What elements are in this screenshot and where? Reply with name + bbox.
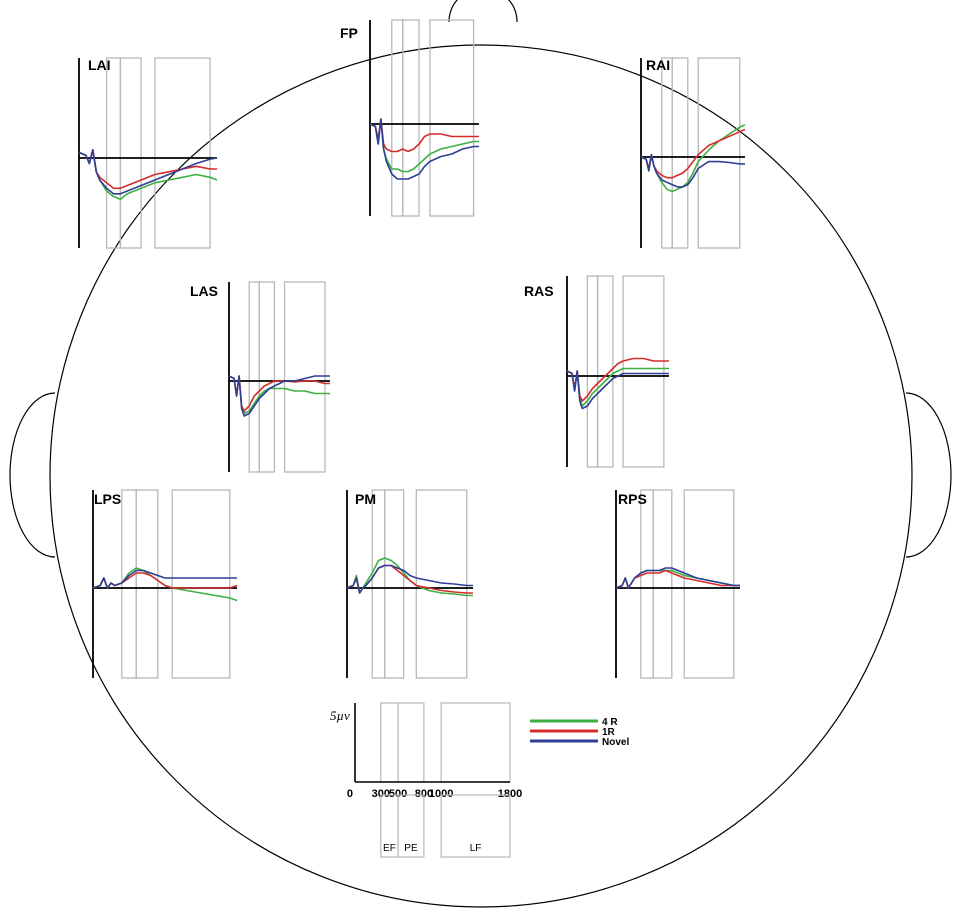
- panel-label-lai: LAI: [88, 57, 111, 73]
- x-tick-label-1800: 1800: [498, 788, 522, 800]
- window-lf-box-pm: [415, 489, 468, 679]
- series-4-r-line-lps: [92, 567, 238, 602]
- window-lf-box-lai: [154, 57, 211, 249]
- panel-label-pm: PM: [355, 491, 376, 507]
- series-1r-line-rai: [640, 128, 746, 179]
- x-tick-label-800: 800: [415, 788, 433, 800]
- series-novel-line-lps: [92, 569, 237, 589]
- window-ef-box-fp: [391, 19, 404, 217]
- nose-outline: [448, 0, 518, 23]
- legend-label-4-r: 4 R: [602, 717, 618, 728]
- window-pe-box-pm: [384, 489, 405, 679]
- panel-pm: PM: [346, 489, 473, 679]
- window-pe-box-rai: [671, 57, 689, 249]
- series-1r-line-ras: [566, 357, 669, 402]
- series-novel-line-fp: [369, 118, 479, 180]
- scale-window-pe-label: PE: [404, 843, 418, 854]
- series-novel-line-rps: [615, 567, 740, 589]
- window-ef-box-rps: [640, 489, 654, 679]
- scale-window-pe-name-box: [397, 794, 425, 858]
- window-lf-box-fp: [429, 19, 475, 217]
- window-ef-box-lps: [121, 489, 137, 679]
- panel-label-fp: FP: [340, 25, 358, 41]
- x-tick-label-0: 0: [347, 788, 353, 800]
- series-novel-line-pm: [346, 564, 473, 594]
- left-ear-outline: [9, 392, 56, 558]
- series-novel-line-lai: [78, 149, 218, 195]
- window-ef-box-lai: [105, 57, 122, 249]
- scale-time-windows: EF PE LF: [380, 702, 511, 858]
- panel-lps: LPS: [92, 489, 238, 679]
- panel-fp: FP: [340, 19, 479, 217]
- window-lf-box-ras: [622, 275, 665, 468]
- series-novel-line-las: [228, 375, 330, 417]
- window-ef-box-rai: [661, 57, 673, 249]
- panel-lai: LAI: [78, 57, 218, 249]
- window-pe-box-fp: [402, 19, 420, 217]
- series-novel-line-ras: [566, 370, 669, 410]
- series-4-r-line-rai: [640, 124, 746, 193]
- window-pe-box-lps: [135, 489, 159, 679]
- scalp-circle: [49, 44, 913, 908]
- window-pe-box-ras: [596, 275, 614, 468]
- panel-rai: RAI: [640, 57, 746, 249]
- x-tick-label-1000: 1000: [429, 788, 453, 800]
- scale-window-lf-box: [440, 702, 511, 783]
- window-lf-box-las: [283, 281, 326, 473]
- series-4-r-line-fp: [369, 118, 479, 173]
- legend-label-1r: 1R: [602, 727, 616, 738]
- head-outline: [9, 0, 952, 908]
- window-ef-box-ras: [586, 275, 599, 468]
- panel-ras: RAS: [524, 275, 669, 468]
- series-4-r-line-pm: [346, 557, 473, 597]
- electrode-panels: LAI FP RAI LAS RAS LPS PM RPS: [78, 19, 746, 679]
- window-lf-box-lps: [171, 489, 231, 679]
- right-ear-outline: [905, 392, 952, 558]
- scale-window-lf-label: LF: [470, 843, 482, 854]
- window-ef-box-pm: [371, 489, 386, 679]
- window-pe-box-lai: [119, 57, 142, 249]
- series-novel-line-rai: [640, 153, 745, 188]
- window-pe-box-las: [258, 281, 276, 473]
- panel-label-rai: RAI: [646, 57, 670, 73]
- window-pe-box-rps: [652, 489, 673, 679]
- panel-las: LAS: [190, 281, 330, 473]
- legend-label-novel: Novel: [602, 737, 629, 748]
- panel-label-rps: RPS: [618, 491, 647, 507]
- panel-label-lps: LPS: [94, 491, 121, 507]
- scale-window-ef-label: EF: [383, 843, 396, 854]
- window-lf-box-rai: [697, 57, 741, 249]
- scale-window-pe-box: [397, 702, 425, 783]
- x-tick-label-300: 300: [372, 788, 390, 800]
- window-ef-box-las: [248, 281, 260, 473]
- panel-label-ras: RAS: [524, 283, 554, 299]
- window-lf-box-rps: [683, 489, 735, 679]
- x-tick-label-500: 500: [389, 788, 407, 800]
- scale-window-ef-box: [380, 702, 399, 783]
- panel-rps: RPS: [615, 489, 740, 679]
- panel-label-las: LAS: [190, 283, 218, 299]
- amplitude-scale-label: 5µv: [330, 708, 350, 723]
- scale-window-lf-name-box: [440, 794, 511, 858]
